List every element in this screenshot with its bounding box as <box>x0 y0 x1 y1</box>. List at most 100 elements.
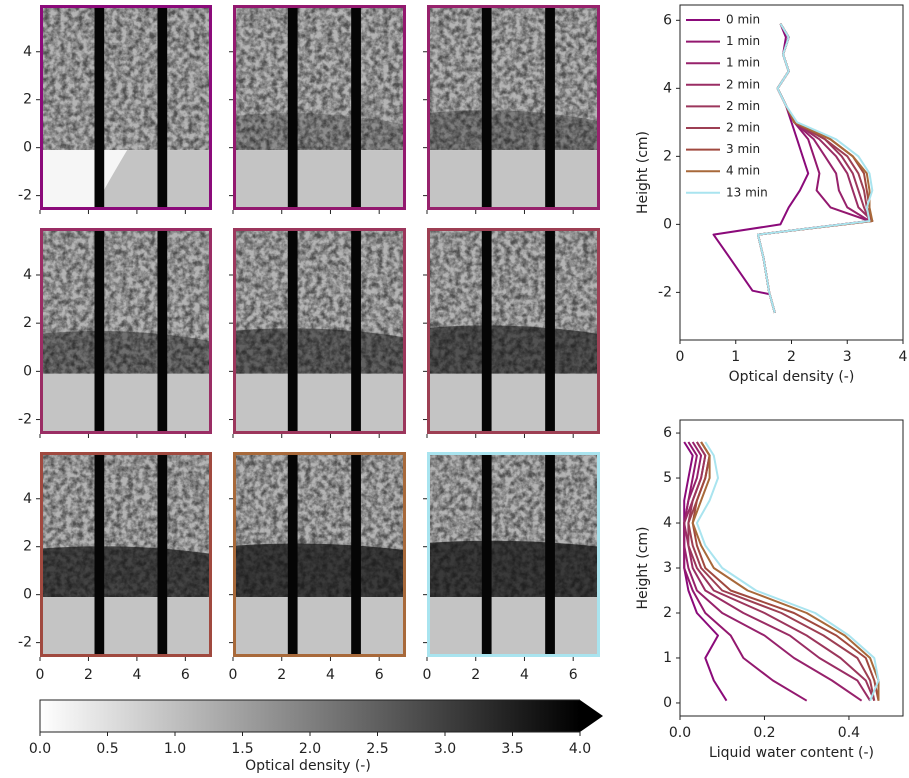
y-tick-label: 6 <box>663 425 672 441</box>
image-panel <box>233 228 406 434</box>
series-line <box>683 441 863 702</box>
y-tick-label: 0 <box>23 140 32 156</box>
wet-zone <box>427 540 600 598</box>
probe <box>545 452 555 657</box>
series-line <box>757 23 871 314</box>
snow-texture <box>40 5 212 151</box>
dry-region <box>40 150 128 210</box>
snow-texture <box>40 228 212 374</box>
probe <box>287 5 298 210</box>
probe <box>481 228 492 434</box>
probe <box>351 452 361 657</box>
probe <box>545 228 555 434</box>
series-line <box>691 441 880 701</box>
y-axis-label: Height (cm) <box>635 527 651 610</box>
probe <box>157 5 168 210</box>
y-tick-label: 0 <box>23 587 32 603</box>
x-tick-label: 0.0 <box>669 725 691 741</box>
panel-frame <box>233 5 406 210</box>
x-tick-label: 3.0 <box>434 741 456 757</box>
panel-frame <box>427 228 600 434</box>
x-tick-label: 2.5 <box>366 741 388 757</box>
colorbar-label: Optical density (-) <box>245 758 371 774</box>
legend-label: 1 min <box>726 34 760 48</box>
series-line <box>683 441 871 702</box>
base-region <box>427 373 600 434</box>
series-line <box>691 441 880 701</box>
base-region <box>233 373 406 434</box>
base-region <box>233 150 406 210</box>
legend-label: 0 min <box>726 13 760 27</box>
x-tick-label: 4 <box>520 667 529 683</box>
x-tick-label: 2 <box>787 349 796 365</box>
base-region <box>233 597 406 657</box>
base-region <box>40 597 212 657</box>
y-tick-label: -2 <box>18 635 32 651</box>
x-tick-label: 0 <box>676 349 685 365</box>
x-tick-label: 0 <box>423 667 432 683</box>
x-tick-label: 0 <box>229 667 238 683</box>
x-tick-label: 2 <box>277 667 286 683</box>
wet-zone <box>40 330 212 374</box>
image-panel <box>233 5 406 210</box>
y-tick-label: -2 <box>18 188 32 204</box>
probe <box>157 228 168 434</box>
panel-frame <box>40 452 212 657</box>
x-tick-label: 2 <box>84 667 93 683</box>
x-tick-label: 0.5 <box>96 741 118 757</box>
image-panel <box>427 5 600 210</box>
legend-label: 2 min <box>726 77 760 91</box>
y-tick-label: 1 <box>663 650 672 666</box>
legend-label: 3 min <box>726 142 760 156</box>
snow-texture <box>233 5 406 151</box>
image-panel <box>40 5 212 210</box>
y-tick-label: 0 <box>23 363 32 379</box>
wet-zone <box>427 325 600 374</box>
y-tick-label: 4 <box>23 267 32 283</box>
y-tick-label: 5 <box>663 470 672 486</box>
x-tick-label: 4 <box>326 667 335 683</box>
y-axis-label: Height (cm) <box>635 131 651 214</box>
y-tick-label: 0 <box>663 216 672 232</box>
legend-label: 13 min <box>726 185 768 199</box>
panel-frame <box>427 5 600 210</box>
x-tick-label: 3.5 <box>501 741 523 757</box>
x-tick-label: 0 <box>36 667 45 683</box>
wet-zone <box>427 110 600 151</box>
y-tick-label: 2 <box>23 92 32 108</box>
series-line <box>757 23 871 314</box>
y-tick-label: 2 <box>663 605 672 621</box>
probe <box>94 452 105 657</box>
y-tick-label: 2 <box>663 148 672 164</box>
legend-label: 4 min <box>726 164 760 178</box>
y-tick-label: 4 <box>23 44 32 60</box>
y-tick-label: 4 <box>663 515 672 531</box>
probe <box>94 228 105 434</box>
legend-label: 1 min <box>726 56 760 70</box>
y-tick-label: 0 <box>663 695 672 711</box>
probe <box>351 228 361 434</box>
x-tick-label: 3 <box>843 349 852 365</box>
x-tick-label: 1 <box>731 349 740 365</box>
panel-frame <box>40 228 212 434</box>
y-tick-label: 3 <box>663 560 672 576</box>
probe <box>481 5 492 210</box>
x-tick-label: 2 <box>471 667 480 683</box>
x-axis-label: Optical density (-) <box>729 369 855 385</box>
base-region <box>427 150 600 210</box>
y-tick-label: 2 <box>23 539 32 555</box>
colorbar-extend <box>580 700 603 732</box>
x-tick-label: 0.2 <box>753 725 775 741</box>
legend-label: 2 min <box>726 99 760 113</box>
y-tick-label: 4 <box>23 491 32 507</box>
image-panel <box>427 452 600 657</box>
panel-frame <box>233 452 406 657</box>
probe <box>157 452 168 657</box>
x-tick-label: 0.0 <box>29 741 51 757</box>
wet-zone <box>233 543 406 598</box>
y-tick-label: 4 <box>663 80 672 96</box>
x-tick-label: 2.0 <box>299 741 321 757</box>
wet-zone <box>233 328 406 374</box>
series-line <box>757 23 874 314</box>
